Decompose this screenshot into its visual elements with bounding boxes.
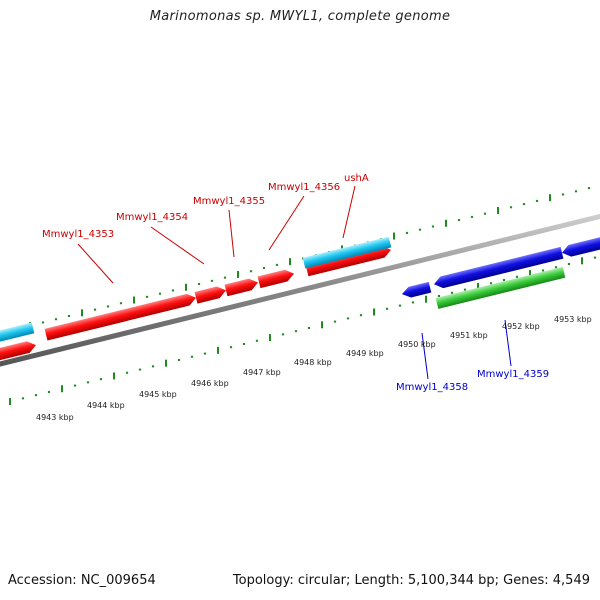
gene-arrow-mmwyl1-4360 bbox=[562, 235, 600, 257]
gene-label-forward: Mmwyl1_4353 bbox=[42, 229, 114, 240]
map-title: Marinomonas sp. MWYL1, complete genome bbox=[149, 9, 451, 24]
scale-tick-label: 4947 kbp bbox=[243, 368, 281, 377]
rna-gene-usha-region bbox=[302, 236, 392, 269]
scale-tick-label: 4953 kbp bbox=[554, 315, 592, 324]
rna-gene-left bbox=[0, 322, 35, 344]
gene-arrow-mmwyl1-4353 bbox=[44, 293, 196, 341]
genome-backbone bbox=[0, 213, 600, 367]
label-leader-line bbox=[228, 209, 235, 258]
label-leader-line bbox=[77, 243, 114, 284]
gene-arrow-usha bbox=[305, 245, 391, 277]
gene-label-forward: Mmwyl1_4354 bbox=[116, 212, 188, 223]
label-leader-line bbox=[150, 226, 205, 265]
gene-label-forward: Mmwyl1_4355 bbox=[193, 196, 265, 207]
accession-text: Accession: NC_009654 bbox=[8, 573, 156, 588]
reverse-scale-track bbox=[9, 256, 597, 406]
gene-label-reverse: Mmwyl1_4359 bbox=[477, 369, 549, 380]
scale-tick-label: 4945 kbp bbox=[139, 390, 177, 399]
scale-tick-label: 4951 kbp bbox=[450, 331, 488, 340]
label-leader-line bbox=[342, 185, 356, 239]
genome-summary-text: Topology: circular; Length: 5,100,344 bp… bbox=[232, 573, 590, 588]
label-leader-line bbox=[268, 195, 305, 251]
scale-tick-label: 4943 kbp bbox=[36, 413, 74, 422]
scale-tick-label: 4950 kbp bbox=[398, 340, 436, 349]
gene-arrow-mmwyl1-4359 bbox=[435, 266, 566, 309]
gene-label-reverse: Mmwyl1_4358 bbox=[396, 382, 468, 393]
scale-tick-label: 4949 kbp bbox=[346, 349, 384, 358]
scale-tick-label: 4946 kbp bbox=[191, 379, 229, 388]
gene-arrow-mmwyl1-4356 bbox=[257, 269, 295, 289]
gene-arrow-mmwyl1-4358 bbox=[434, 246, 564, 289]
gene-arrow-mmwyl1-4357 bbox=[402, 281, 432, 298]
label-leader-line bbox=[504, 319, 512, 367]
forward-scale-track bbox=[2, 187, 591, 334]
gene-label-forward: Mmwyl1_4356 bbox=[268, 182, 340, 193]
scale-tick-label: 4944 kbp bbox=[87, 401, 125, 410]
gene-arrow-mmwyl1-4352 bbox=[0, 341, 36, 363]
gene-label-forward: ushA bbox=[344, 173, 369, 184]
scale-tick-label: 4952 kbp bbox=[502, 322, 540, 331]
label-leader-line bbox=[421, 332, 429, 380]
gene-arrow-mmwyl1-4354 bbox=[194, 286, 226, 304]
scale-tick-label: 4948 kbp bbox=[294, 358, 332, 367]
gene-arrow-mmwyl1-4355 bbox=[224, 278, 258, 297]
